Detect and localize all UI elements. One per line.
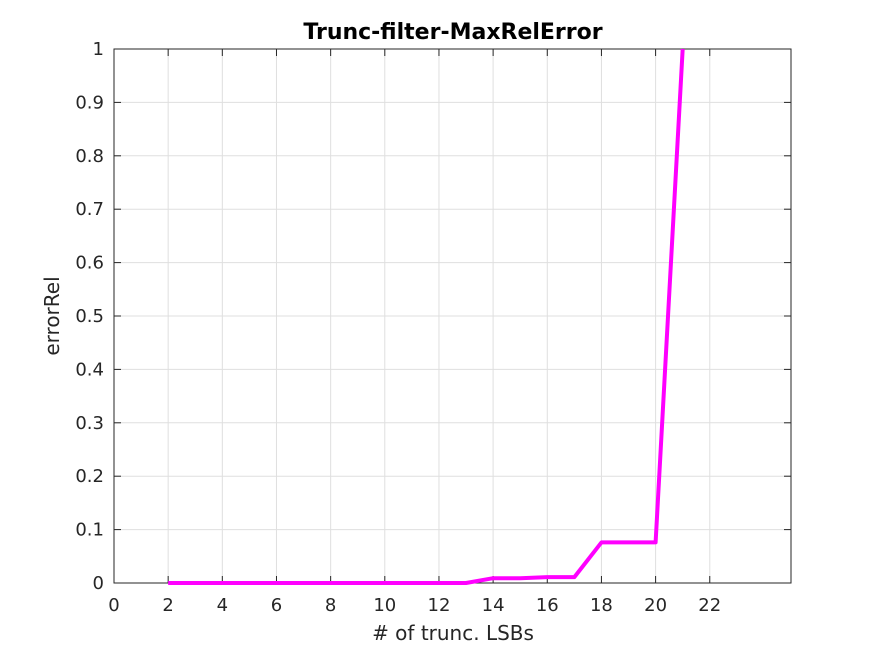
x-tick-label: 20 bbox=[644, 595, 667, 616]
x-tick-label: 2 bbox=[162, 595, 173, 616]
series bbox=[168, 48, 685, 585]
axis-ticks: 0 2 4 6 8 10 12 14 16 18 20 22 0 0.1 0.2 0.3 0.4 0.5 0.6 0.… bbox=[75, 39, 791, 616]
y-tick-label: 0.8 bbox=[75, 146, 104, 167]
y-tick-label: 0 bbox=[93, 573, 104, 594]
y-tick-label: 0.5 bbox=[75, 306, 104, 327]
y-tick-label: 1 bbox=[93, 39, 104, 60]
x-tick-label: 10 bbox=[373, 595, 396, 616]
x-tick-label: 4 bbox=[217, 595, 228, 616]
y-tick-label: 0.7 bbox=[75, 199, 104, 220]
y-tick-label: 0.9 bbox=[75, 92, 104, 113]
y-tick-label: 0.1 bbox=[75, 520, 104, 541]
x-axis-label: # of trunc. LSBs bbox=[372, 621, 534, 645]
y-tick-label: 0.3 bbox=[75, 413, 104, 434]
x-tick-label: 18 bbox=[590, 595, 613, 616]
x-tick-label: 16 bbox=[536, 595, 559, 616]
x-tick-label: 12 bbox=[428, 595, 451, 616]
x-tick-label: 8 bbox=[325, 595, 336, 616]
x-tick-label: 0 bbox=[108, 595, 119, 616]
chart-title: Trunc-filter-MaxRelError bbox=[303, 20, 602, 45]
y-axis-label: errorRel bbox=[40, 276, 64, 355]
y-tick-label: 0.4 bbox=[75, 359, 104, 380]
x-tick-label: 6 bbox=[271, 595, 282, 616]
series-line bbox=[168, 48, 685, 585]
y-tick-label: 0.6 bbox=[75, 253, 104, 274]
x-tick-label: 22 bbox=[698, 595, 721, 616]
x-tick-label: 14 bbox=[482, 595, 505, 616]
y-tick-label: 0.2 bbox=[75, 466, 104, 487]
grid bbox=[113, 48, 791, 584]
